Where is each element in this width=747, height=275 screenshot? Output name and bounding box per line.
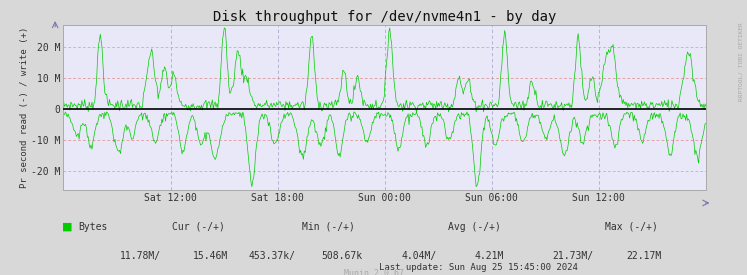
Text: Max (-/+): Max (-/+) bbox=[605, 222, 657, 232]
Text: 22.17M: 22.17M bbox=[626, 251, 661, 261]
Text: 11.78M/: 11.78M/ bbox=[120, 251, 161, 261]
Text: 453.37k/: 453.37k/ bbox=[248, 251, 295, 261]
Text: ■: ■ bbox=[62, 222, 72, 232]
Text: Munin 2.0.67: Munin 2.0.67 bbox=[344, 269, 403, 275]
Text: 15.46M: 15.46M bbox=[193, 251, 228, 261]
Text: 4.04M/: 4.04M/ bbox=[402, 251, 437, 261]
Text: Avg (-/+): Avg (-/+) bbox=[448, 222, 500, 232]
Text: RRPTOOL/ TOBI OETIKER: RRPTOOL/ TOBI OETIKER bbox=[738, 22, 743, 101]
Y-axis label: Pr second read (-) / write (+): Pr second read (-) / write (+) bbox=[19, 27, 28, 188]
Text: 4.21M: 4.21M bbox=[475, 251, 504, 261]
Text: Min (-/+): Min (-/+) bbox=[303, 222, 355, 232]
Text: 508.67k: 508.67k bbox=[321, 251, 362, 261]
Text: Cur (-/+): Cur (-/+) bbox=[172, 222, 224, 232]
Title: Disk throughput for /dev/nvme4n1 - by day: Disk throughput for /dev/nvme4n1 - by da… bbox=[213, 10, 557, 24]
Text: 21.73M/: 21.73M/ bbox=[553, 251, 594, 261]
Text: Last update: Sun Aug 25 15:45:00 2024: Last update: Sun Aug 25 15:45:00 2024 bbox=[379, 263, 577, 272]
Text: Bytes: Bytes bbox=[78, 222, 108, 232]
